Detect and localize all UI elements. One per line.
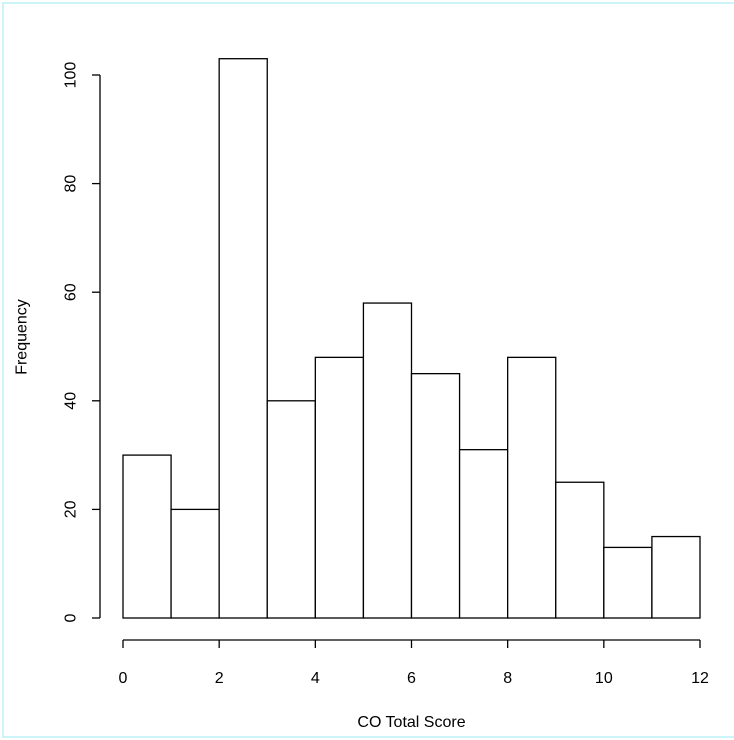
histogram-bar bbox=[555, 481, 605, 619]
histogram-bar bbox=[507, 356, 557, 619]
x-tick-label: 8 bbox=[503, 670, 512, 687]
x-tick-label: 6 bbox=[407, 670, 416, 687]
y-tick-label: 80 bbox=[63, 175, 80, 193]
histogram-bar bbox=[218, 58, 268, 619]
y-tick-label: 100 bbox=[63, 62, 80, 89]
histogram-bar bbox=[170, 508, 220, 619]
y-tick-label: 60 bbox=[63, 283, 80, 301]
x-tick-label: 12 bbox=[691, 670, 709, 687]
histogram-bar bbox=[266, 400, 316, 619]
histogram-bar bbox=[410, 372, 461, 619]
histogram-bar bbox=[314, 356, 365, 619]
bars-group bbox=[122, 58, 701, 619]
x-tick-label: 4 bbox=[311, 670, 320, 687]
histogram-bar bbox=[651, 535, 701, 619]
y-tick-label: 20 bbox=[63, 500, 80, 518]
x-axis: 0 2 4 6 8 10 12 bbox=[119, 639, 709, 687]
histogram-bar bbox=[458, 449, 509, 619]
histogram-bar bbox=[603, 546, 653, 619]
histogram-bar bbox=[122, 454, 172, 619]
x-tick-label: 2 bbox=[215, 670, 224, 687]
x-tick-label: 0 bbox=[119, 670, 128, 687]
y-tick-label: 40 bbox=[63, 392, 80, 410]
x-axis-title: CO Total Score bbox=[357, 714, 465, 731]
y-axis-title: Frequency bbox=[14, 299, 31, 375]
y-axis: 0 20 40 60 80 100 bbox=[63, 62, 101, 622]
y-tick-label: 0 bbox=[63, 613, 80, 622]
x-tick-label: 10 bbox=[595, 670, 613, 687]
histogram-bar bbox=[362, 302, 413, 619]
